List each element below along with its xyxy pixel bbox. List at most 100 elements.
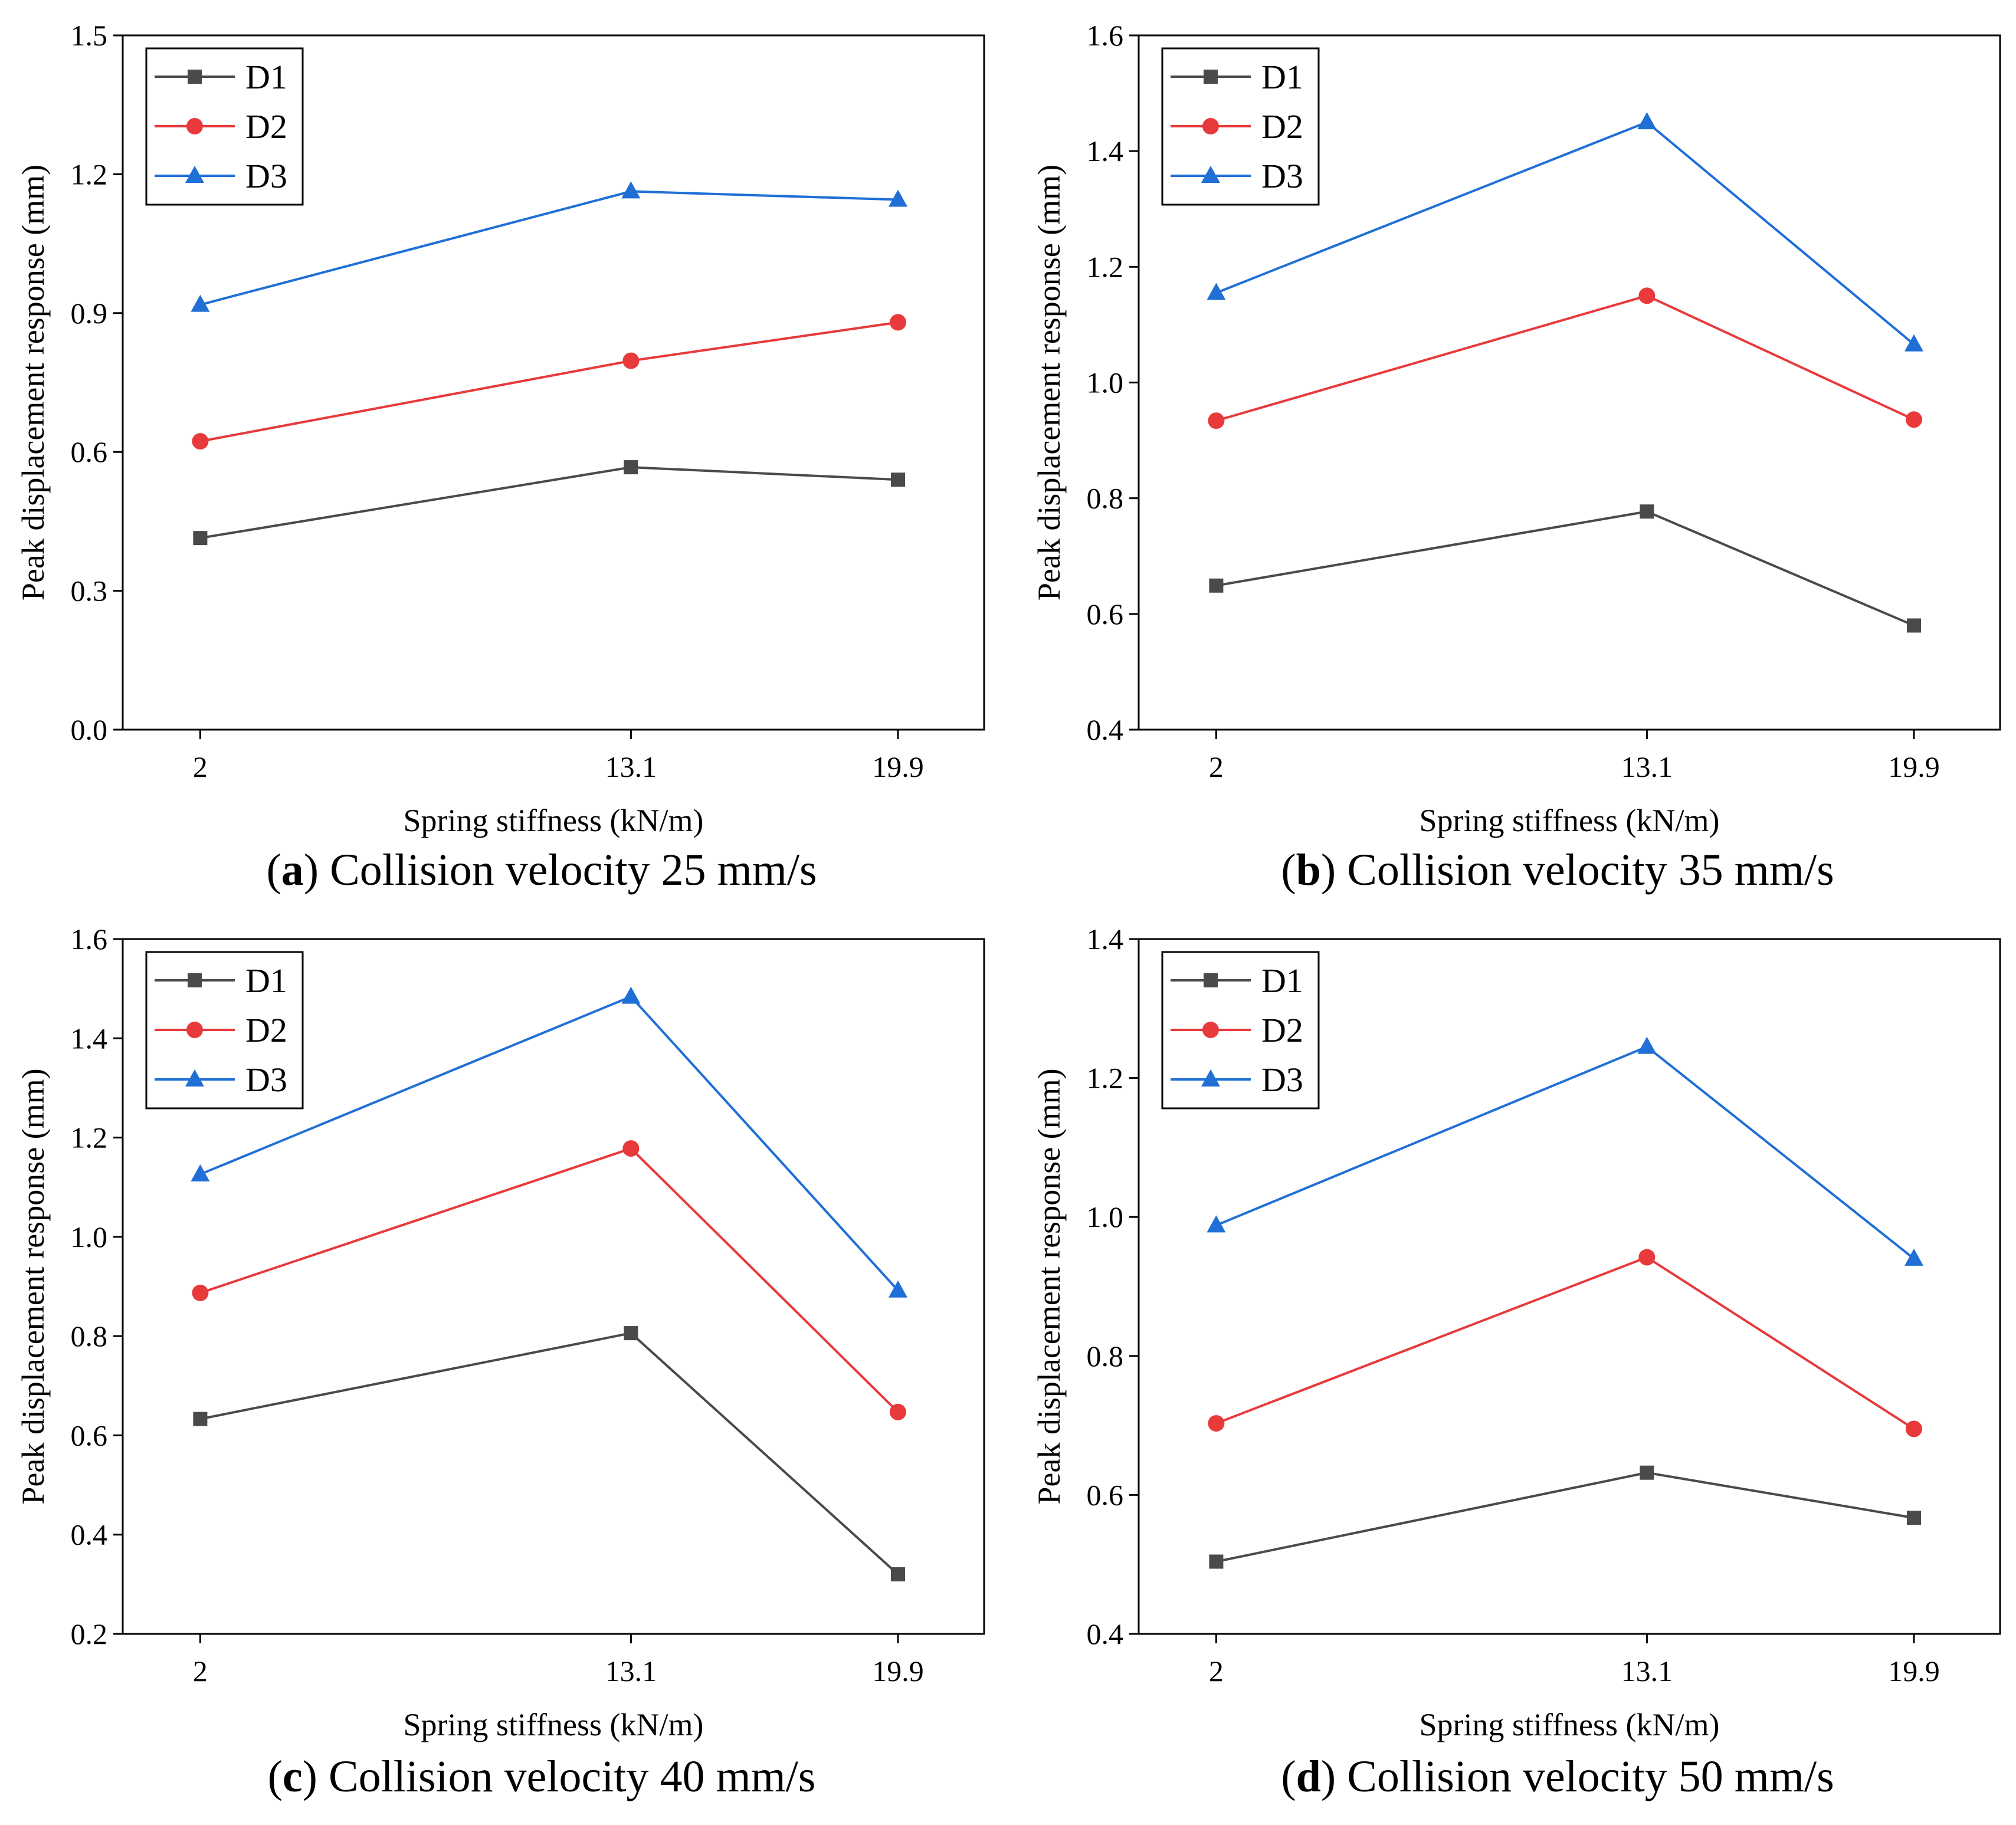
y-tick-label: 1.2 (1087, 250, 1124, 283)
x-tick-label: 13.1 (605, 750, 657, 783)
x-tick-label: 13.1 (605, 1655, 657, 1688)
legend-marker-d1 (1204, 973, 1218, 987)
legend: D1 D2 D3 (145, 47, 304, 206)
series-line-d1 (200, 466, 899, 540)
legend-marker-d1 (188, 70, 202, 84)
y-tick-label: 0.0 (71, 713, 108, 746)
legend-marker-d2 (1202, 118, 1219, 134)
y-tick-label: 0.6 (1087, 598, 1124, 631)
data-point-d2 (1638, 287, 1656, 304)
series-line-d3 (1215, 120, 1915, 346)
series-line-d2 (200, 321, 899, 443)
x-tick-label: 13.1 (1621, 750, 1673, 783)
caption-text: Collision velocity 40 mm/s (329, 1752, 815, 1801)
panel-caption: (c) Collision velocity 40 mm/s (268, 1752, 816, 1801)
y-tick-label: 0.4 (1087, 1617, 1124, 1650)
legend-label-d2: D2 (1261, 107, 1303, 146)
data-point-d3 (1637, 1036, 1657, 1054)
y-tick-label: 1.2 (71, 1121, 108, 1154)
legend: D1 D2 D3 (1161, 47, 1320, 206)
data-point-d1 (1209, 1554, 1224, 1569)
plot-frame (1138, 938, 2001, 1635)
legend-label-d3: D3 (245, 1061, 287, 1099)
panel-letter: b (1296, 845, 1321, 895)
y-tick-label: 0.4 (1087, 713, 1124, 746)
legend-marker-d3 (1201, 1069, 1220, 1087)
caption-text: Collision velocity 35 mm/s (1347, 845, 1834, 895)
data-point-d1 (624, 1326, 638, 1341)
y-axis-title: Peak displacement response (mm) (15, 1068, 51, 1504)
data-point-d3 (1904, 334, 1923, 352)
legend-marker-d1 (1204, 70, 1218, 84)
legend-label-d1: D1 (1261, 961, 1303, 1000)
data-point-d2 (890, 314, 906, 331)
series-line-d1 (200, 1331, 899, 1575)
data-point-d1 (1640, 1465, 1654, 1480)
chart-panel-c: 0.2 0.4 0.6 0.8 1.0 1.2 1.4 1.6 2 13.1 19.9 Spring … (15, 923, 985, 1801)
series-line-d3 (1215, 1045, 1915, 1260)
legend: D1 D2 D3 (145, 951, 304, 1110)
legend-label-d3: D3 (1261, 1061, 1303, 1099)
data-point-d2 (192, 1284, 209, 1301)
y-axis-title: Peak displacement response (mm) (15, 165, 51, 600)
legend-marker-d2 (186, 1022, 203, 1038)
caption-close-paren: ) (1321, 1752, 1347, 1801)
y-tick-label: 0.9 (71, 297, 108, 330)
legend-label-d2: D2 (245, 107, 287, 146)
data-point-d3 (889, 1280, 907, 1298)
series-line-d2 (1215, 294, 1915, 422)
chart-panel-a: 0.0 0.3 0.6 0.9 1.2 1.5 2 13.1 19.9 Spring stiffn… (15, 19, 985, 895)
data-point-d3 (621, 986, 641, 1004)
series-line-d1 (1215, 1471, 1915, 1563)
legend-label-d1: D1 (245, 58, 287, 96)
data-point-d2 (1638, 1249, 1656, 1266)
caption-close-paren: ) (303, 1752, 329, 1801)
x-axis-title: Spring stiffness (kN/m) (404, 1707, 704, 1742)
x-tick-label: 2 (193, 1655, 208, 1688)
data-point-d3 (191, 1164, 210, 1181)
series-line-d2 (1215, 1256, 1915, 1430)
y-tick-label: 0.2 (71, 1617, 108, 1650)
series-line-d2 (199, 1147, 899, 1413)
data-point-d3 (191, 294, 210, 312)
caption-open-paren: ( (1281, 1752, 1296, 1801)
legend-label-d3: D3 (245, 157, 287, 195)
legend-marker-d3 (1201, 166, 1220, 183)
data-point-d2 (192, 433, 209, 450)
data-point-d1 (1640, 504, 1654, 519)
legend-marker-d3 (185, 1069, 204, 1087)
x-tick-label: 19.9 (872, 1655, 924, 1688)
y-tick-label: 1.4 (71, 1022, 108, 1055)
y-tick-label: 0.6 (1087, 1478, 1124, 1511)
legend-label-d2: D2 (1261, 1011, 1303, 1049)
data-point-d1 (193, 531, 208, 546)
x-tick-label: 19.9 (1888, 750, 1940, 783)
data-point-d3 (1207, 1215, 1226, 1233)
data-point-d1 (193, 1412, 208, 1426)
caption-open-paren: ( (266, 845, 281, 895)
y-tick-label: 0.3 (71, 575, 108, 608)
y-tick-label: 1.0 (1087, 1200, 1124, 1233)
x-tick-label: 2 (1209, 1655, 1224, 1688)
data-point-d1 (624, 460, 638, 475)
chart-panel-b: 0.4 0.6 0.8 1.0 1.2 1.4 1.6 2 13.1 19.9 Spring sti… (1031, 19, 2001, 895)
data-point-d2 (1208, 1415, 1225, 1432)
x-tick-label: 19.9 (872, 750, 924, 783)
legend-marker-d1 (188, 973, 202, 987)
caption-close-paren: ) (1321, 845, 1347, 895)
data-point-d2 (890, 1403, 906, 1420)
y-tick-label: 0.6 (71, 1419, 108, 1452)
data-point-d3 (1207, 283, 1226, 300)
y-tick-label: 0.8 (1087, 1340, 1124, 1373)
data-point-d2 (1906, 411, 1922, 428)
legend-marker-d2 (186, 118, 203, 134)
x-axis-title: Spring stiffness (kN/m) (1420, 803, 1720, 838)
plot-frame (122, 938, 985, 1635)
data-point-d1 (891, 472, 905, 487)
y-tick-label: 1.6 (71, 923, 108, 956)
y-tick-label: 0.8 (1087, 482, 1124, 515)
data-point-d1 (1907, 618, 1921, 633)
data-point-d2 (622, 1140, 640, 1157)
y-tick-label: 1.0 (1087, 366, 1124, 399)
y-tick-label: 1.5 (71, 19, 108, 52)
